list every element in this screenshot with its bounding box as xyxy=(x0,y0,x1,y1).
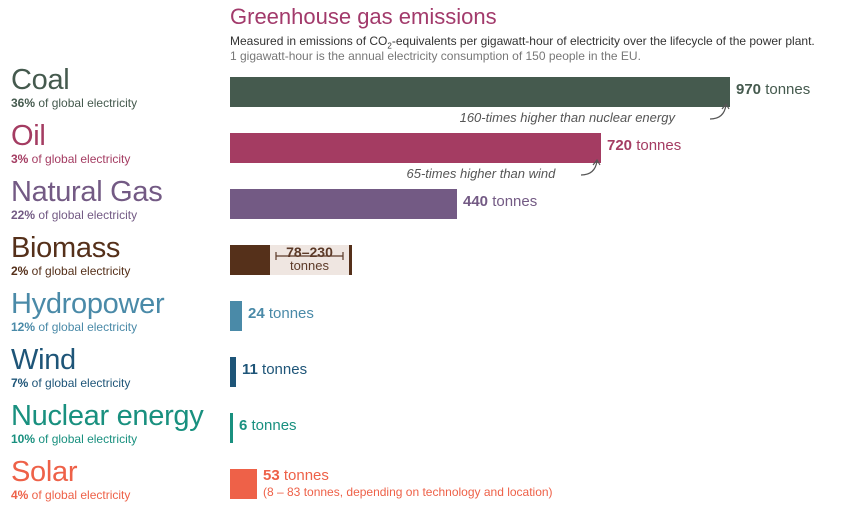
source-name: Biomass xyxy=(11,232,121,264)
source-name: Solar xyxy=(11,456,78,488)
share-label: 12% of global electricity xyxy=(11,320,137,334)
share-value: 3% xyxy=(11,152,29,166)
row-hydropower: Hydropower 12% of global electricity 24 to… xyxy=(0,289,857,345)
value-label: 440 tonnes xyxy=(463,193,537,210)
value-number: 970 xyxy=(736,81,762,98)
row-wind: Wind 7% of global electricity 11 tonnes xyxy=(0,345,857,401)
value-unit: tonnes xyxy=(247,417,297,434)
value-unit: tonnes xyxy=(264,305,314,322)
arrow-icon xyxy=(580,158,601,176)
share-label: 10% of global electricity xyxy=(11,432,137,446)
share-label: 4% of global electricity xyxy=(11,488,130,502)
value-label: 6 tonnes xyxy=(239,417,297,434)
share-suffix: of global electricity xyxy=(28,488,131,502)
value-number: 11 xyxy=(242,361,258,378)
value-number: 53 xyxy=(263,467,280,484)
range-cap xyxy=(349,245,352,275)
value-unit: tonnes xyxy=(257,361,308,378)
bar-nuclear-energy xyxy=(230,413,233,443)
share-suffix: of global electricity xyxy=(28,152,131,166)
bar-coal xyxy=(230,77,730,107)
subtitle-subscript: 2 xyxy=(387,41,392,51)
chart-note: 1 gigawatt-hour is the annual electricit… xyxy=(230,49,641,63)
share-value: 4% xyxy=(11,488,29,502)
source-name: Hydropower xyxy=(11,288,165,320)
bar-biomass-range xyxy=(270,245,349,275)
row-natural-gas: Natural Gas 22% of global electricity 440 … xyxy=(0,177,857,233)
bar-wind xyxy=(230,357,236,387)
share-value: 7% xyxy=(11,376,29,390)
share-suffix: of global electricity xyxy=(35,432,138,446)
range-bracket-line xyxy=(275,252,344,260)
value-number: 24 xyxy=(248,305,265,322)
row-oil: Oil 3% of global electricity 720 tonnes 65-… xyxy=(0,120,857,181)
value-label: 970 tonnes xyxy=(736,81,810,98)
arrow-path xyxy=(709,102,730,120)
value-label: 24 tonnes xyxy=(248,305,314,322)
comparison-note: 160-times higher than nuclear energy xyxy=(459,110,675,125)
bar-biomass-low xyxy=(230,245,270,275)
value-number: 720 xyxy=(607,137,633,154)
share-label: 7% of global electricity xyxy=(11,376,130,390)
arrow-icon xyxy=(709,102,730,120)
share-suffix: of global electricity xyxy=(35,320,138,334)
bar-natural-gas xyxy=(230,189,457,219)
share-suffix: of global electricity xyxy=(35,208,138,222)
bar-solar xyxy=(230,469,257,499)
share-suffix: of global electricity xyxy=(35,96,138,110)
value-unit: tonnes xyxy=(279,467,329,484)
source-name: Oil xyxy=(11,120,46,152)
subtitle-post: -equivalents per gigawatt-hour of electr… xyxy=(391,34,815,48)
bar-hydropower xyxy=(230,301,242,331)
share-label: 22% of global electricity xyxy=(11,208,137,222)
range-value: 78–230 xyxy=(286,244,333,260)
value-range-note: (8 – 83 tonnes, depending on technology … xyxy=(263,485,553,499)
share-value: 2% xyxy=(11,264,29,278)
value-unit: tonnes xyxy=(632,137,682,154)
row-nuclear-energy: Nuclear energy 10% of global electricity 6… xyxy=(0,401,857,457)
value-label: 720 tonnes xyxy=(607,137,681,154)
range-bracket xyxy=(275,252,344,260)
chart-subtitle: Measured in emissions of CO2-equivalents… xyxy=(230,34,815,50)
share-label: 36% of global electricity xyxy=(11,96,137,110)
source-name: Coal xyxy=(11,64,70,96)
row-solar: Solar 4% of global electricity 53 tonnes (8… xyxy=(0,457,857,513)
value-number: 6 xyxy=(239,417,248,434)
bar-oil xyxy=(230,133,601,163)
value-label: 78–230 tonnes xyxy=(270,245,349,273)
share-value: 12% xyxy=(11,320,36,334)
subtitle-pre: Measured in emissions of CO xyxy=(230,34,388,48)
row-biomass: Biomass 2% of global electricity 78–230 ton… xyxy=(0,233,857,289)
share-suffix: of global electricity xyxy=(28,376,131,390)
chart-title: Greenhouse gas emissions xyxy=(230,4,497,29)
value-label: 11 tonnes xyxy=(242,361,307,378)
share-label: 3% of global electricity xyxy=(11,152,130,166)
share-label: 2% of global electricity xyxy=(11,264,130,278)
share-value: 22% xyxy=(11,208,36,222)
range-unit: tonnes xyxy=(289,258,330,273)
value-unit: tonnes xyxy=(488,193,538,210)
source-name: Nuclear energy xyxy=(11,400,204,432)
source-name: Wind xyxy=(11,344,76,376)
arrow-path xyxy=(580,158,601,176)
share-value: 36% xyxy=(11,96,36,110)
value-unit: tonnes xyxy=(761,81,811,98)
source-name: Natural Gas xyxy=(11,176,163,208)
share-suffix: of global electricity xyxy=(28,264,131,278)
value-label: 53 tonnes xyxy=(263,467,329,484)
comparison-note: 65-times higher than wind xyxy=(406,166,556,181)
value-number: 440 xyxy=(463,193,489,210)
row-coal: Coal 36% of global electricity 970 tonnes 1… xyxy=(0,64,857,125)
share-value: 10% xyxy=(11,432,36,446)
